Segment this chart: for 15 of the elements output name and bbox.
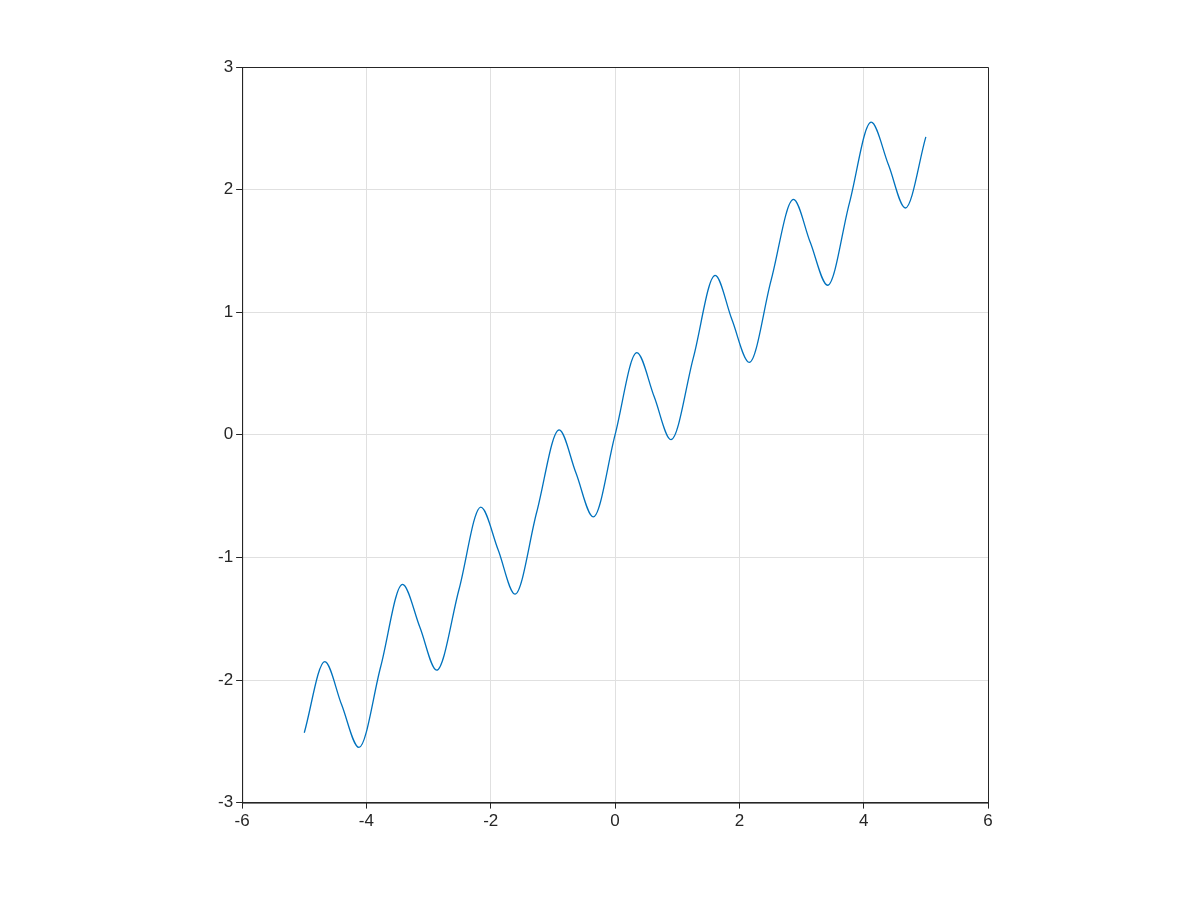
x-tick-label: -4 (358, 811, 374, 831)
x-tick-label: -6 (234, 811, 250, 831)
y-tick-label: 3 (223, 56, 234, 76)
y-tick-label: 0 (223, 424, 234, 444)
x-tick-label: -2 (483, 811, 499, 831)
y-tick-label: -3 (217, 792, 234, 812)
x-tick-label: 0 (610, 811, 620, 831)
x-tick-label: 4 (858, 811, 869, 831)
x-tick-label: 6 (983, 811, 993, 831)
y-tick-label: -2 (217, 669, 234, 689)
line-series (303, 121, 927, 749)
y-tick-label: -1 (217, 547, 234, 567)
y-tick-label: 2 (223, 179, 234, 199)
y-tick-label: 1 (223, 301, 234, 321)
x-tick-label: 2 (734, 811, 745, 831)
